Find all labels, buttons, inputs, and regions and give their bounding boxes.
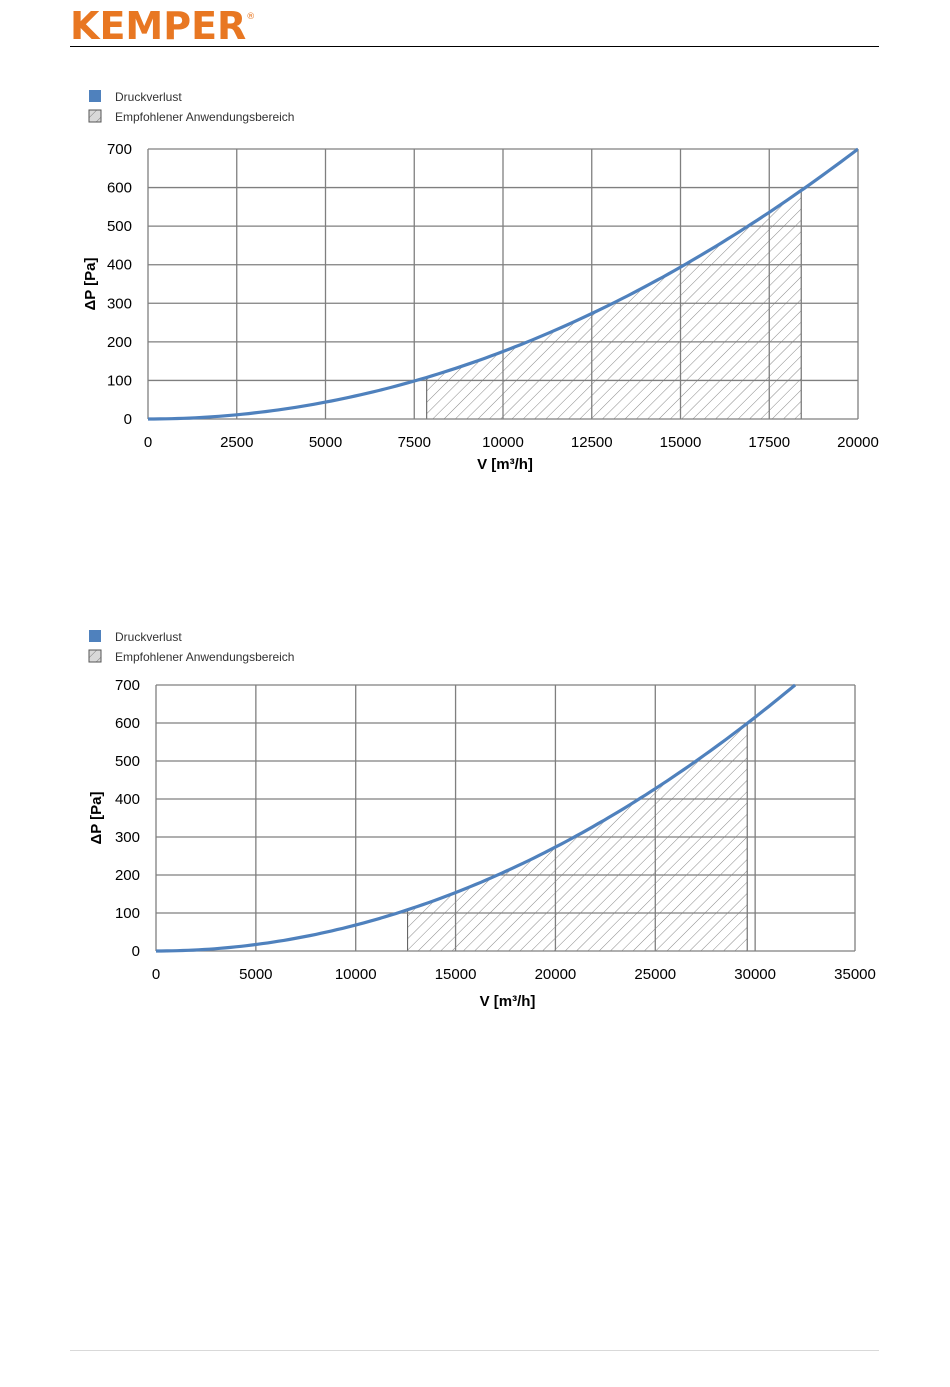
- y-tick-label: 500: [115, 753, 140, 770]
- x-tick-label: 0: [152, 966, 160, 983]
- y-tick-label: 0: [132, 943, 140, 960]
- chart-svg-1: Druckverlust Empfohlener Anwendungsbereic…: [82, 90, 879, 473]
- x-tick-label: 10000: [482, 434, 524, 451]
- x-tick-label: 20000: [837, 434, 879, 451]
- chart-svg-2: Druckverlust Empfohlener Anwendungsbereic…: [88, 630, 876, 1010]
- y-tick-label: 600: [115, 715, 140, 732]
- legend-label: Empfohlener Anwendungsbereich: [115, 110, 294, 124]
- y-axis-title: ΔP [Pa]: [88, 791, 105, 844]
- pressure-loss-chart-2: Druckverlust Empfohlener Anwendungsbereic…: [0, 622, 950, 1022]
- series-line-druckverlust: [148, 147, 858, 421]
- y-tick-label: 400: [115, 791, 140, 808]
- x-tick-label: 20000: [535, 966, 577, 983]
- x-tick-label: 17500: [748, 434, 790, 451]
- y-tick-label: 700: [115, 677, 140, 694]
- x-tick-label: 15000: [435, 966, 477, 983]
- x-tick-label: 2500: [220, 434, 253, 451]
- x-tick-label: 10000: [335, 966, 377, 983]
- x-tick-label: 5000: [309, 434, 342, 451]
- brand-name: KEMPER: [70, 4, 247, 48]
- pressure-loss-chart-1: Druckverlust Empfohlener Anwendungsbereic…: [0, 82, 950, 482]
- y-tick-label: 200: [115, 867, 140, 884]
- y-tick-label: 100: [107, 372, 132, 389]
- kemper-logo: KEMPER®: [70, 4, 255, 48]
- x-tick-label: 12500: [571, 434, 613, 451]
- legend-swatch-hatch: [89, 110, 101, 122]
- x-tick-label: 30000: [734, 966, 776, 983]
- x-tick-label: 7500: [398, 434, 431, 451]
- x-tick-label: 35000: [834, 966, 876, 983]
- y-tick-label: 100: [115, 905, 140, 922]
- y-tick-label: 300: [115, 829, 140, 846]
- y-tick-label: 0: [124, 411, 132, 428]
- y-tick-label: 300: [107, 295, 132, 312]
- legend-swatch-hatch: [89, 650, 101, 662]
- x-tick-label: 15000: [660, 434, 702, 451]
- x-tick-label: 25000: [634, 966, 676, 983]
- series-line-druckverlust: [156, 683, 797, 953]
- x-tick-label: 5000: [239, 966, 272, 983]
- y-tick-label: 400: [107, 257, 132, 274]
- recommended-range-area: [426, 189, 802, 420]
- legend-label: Empfohlener Anwendungsbereich: [115, 650, 294, 664]
- x-tick-label: 0: [144, 434, 152, 451]
- registered-mark: ®: [246, 12, 256, 22]
- legend-label: Druckverlust: [115, 630, 182, 644]
- footer-divider: [70, 1350, 879, 1351]
- legend-label: Druckverlust: [115, 90, 182, 104]
- header-divider: [70, 46, 879, 47]
- x-axis-title: V [m³/h]: [480, 993, 536, 1010]
- y-tick-label: 600: [107, 180, 132, 197]
- y-tick-label: 700: [107, 141, 132, 158]
- legend-swatch-druckverlust: [89, 90, 101, 102]
- legend-swatch-druckverlust: [89, 630, 101, 642]
- y-tick-label: 500: [107, 218, 132, 235]
- y-tick-label: 200: [107, 334, 132, 351]
- x-axis-title: V [m³/h]: [477, 456, 533, 473]
- y-axis-title: ΔP [Pa]: [82, 257, 99, 310]
